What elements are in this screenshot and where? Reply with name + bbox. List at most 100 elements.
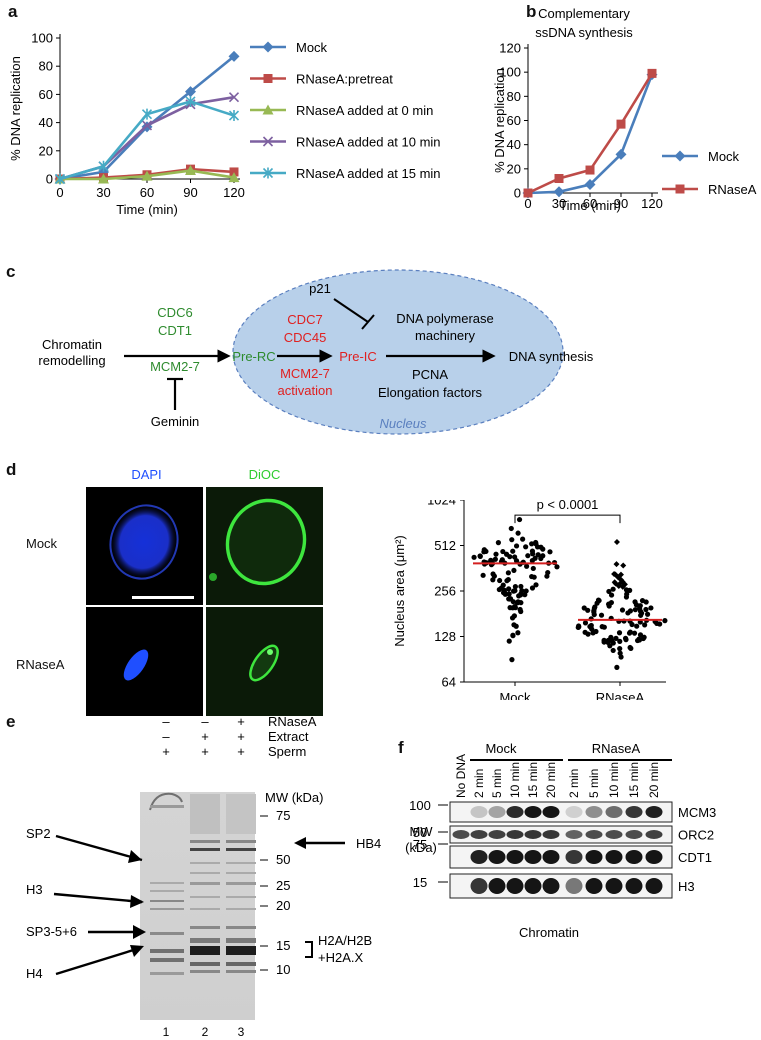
legend-label: Mock: [296, 40, 328, 55]
data-point: [619, 578, 626, 585]
data-point: [610, 586, 616, 592]
micrograph-dapi-mock: [86, 487, 203, 605]
data-point: [617, 646, 623, 652]
panel-label-a: a: [8, 2, 18, 21]
gel-label-h2a-line1: H2A/H2B: [318, 933, 372, 948]
data-point: [610, 647, 616, 654]
lane-label: 5 min: [490, 769, 504, 798]
node-geminin: Geminin: [151, 414, 199, 429]
gel-lane-numbers: 1 2 3: [163, 1025, 245, 1039]
data-point: [591, 611, 597, 618]
y-axis-label: Nucleus area (μm²): [392, 535, 407, 647]
data-point: [530, 565, 536, 572]
blot-band: [542, 806, 560, 818]
series-rnasea-added-at-15-min: RNaseA added at 15 min: [54, 95, 441, 185]
data-point: [615, 583, 622, 590]
data-point: [506, 596, 513, 602]
legend-label: Mock: [708, 149, 740, 164]
data-point: [625, 610, 631, 616]
data-point: [627, 644, 633, 651]
data-point: [553, 186, 565, 198]
data-point: [611, 570, 618, 577]
legend-marker: [675, 184, 685, 194]
node-prerc: Pre-RC: [232, 349, 275, 364]
data-point: [185, 86, 196, 98]
data-point: [522, 592, 528, 598]
chart-b-title: Complementary: [538, 6, 630, 21]
series-line: [527, 72, 654, 195]
data-point: [518, 608, 524, 615]
node-cdc7: CDC7: [287, 312, 322, 327]
mw-marker-label: 15: [276, 938, 290, 953]
blot-mw-label: 75: [413, 837, 427, 852]
chart-b-title: ssDNA synthesis: [535, 25, 633, 40]
x-tick-label: 90: [614, 196, 628, 211]
data-point: [620, 562, 627, 569]
data-point: [544, 573, 550, 579]
data-point: [141, 108, 153, 120]
blot-band: [488, 850, 506, 864]
data-point: [506, 591, 512, 597]
data-point: [616, 630, 623, 636]
gel-header-mark: +: [201, 744, 209, 759]
x-tick-label: 30: [96, 185, 110, 200]
panel-label-d: d: [6, 460, 17, 479]
scale-bar: [132, 596, 194, 599]
gel-label-sp2: SP2: [26, 826, 51, 841]
node-dnapol-line1: DNA polymerase: [396, 311, 494, 326]
data-point: [632, 607, 638, 613]
node-dnapol-line2: machinery: [415, 328, 475, 343]
node-cdc6: CDC6: [157, 305, 192, 320]
micrograph-dioc-mock: [206, 487, 323, 605]
protein-label: MCM3: [678, 805, 716, 820]
data-point: [511, 613, 518, 619]
data-point: [616, 119, 626, 129]
data-point: [608, 592, 615, 598]
mw-marker-label: 50: [276, 852, 290, 867]
data-point: [554, 564, 560, 570]
blot-band: [470, 850, 488, 864]
x-tick-label: 0: [56, 185, 63, 200]
blot-band: [565, 878, 583, 894]
data-point: [535, 552, 541, 558]
mw-marker-label: 25: [276, 878, 290, 893]
y-tick-label: 1024: [427, 500, 456, 508]
data-point: [506, 586, 512, 592]
blot-band: [605, 878, 623, 894]
y-tick-label: 100: [499, 65, 521, 80]
arrow-h3: [53, 892, 143, 904]
x-tick-label: 30: [552, 196, 566, 211]
data-point: [517, 592, 524, 598]
gel-lane-1: [149, 792, 184, 975]
node-p21: p21: [309, 281, 331, 296]
y-axis-label: % DNA replication: [8, 56, 23, 161]
gel-header-label: RNaseA: [268, 714, 317, 729]
data-point: [493, 551, 499, 557]
panel-label-f: f: [398, 738, 404, 757]
x-axis-label: Time (min): [559, 198, 621, 213]
lane-label: 10 min: [508, 762, 522, 798]
data-point: [634, 623, 640, 629]
data-point: [629, 621, 635, 628]
data-point: [637, 632, 644, 638]
blot-mw-label: 50: [413, 825, 427, 840]
blot-mw-label: 15: [413, 875, 427, 890]
p21-inhibit-bar: [361, 314, 375, 330]
data-point: [617, 638, 623, 644]
x-tick-label: 120: [641, 196, 663, 211]
node-chromatin-line2: remodelling: [38, 353, 105, 368]
lane-label: 15 min: [627, 762, 641, 798]
lane-number: 2: [202, 1025, 209, 1039]
data-point: [576, 624, 582, 630]
data-point: [480, 572, 486, 578]
node-chromatin-line1: Chromatin: [42, 337, 102, 352]
blot-band: [506, 830, 524, 839]
data-point: [529, 585, 536, 591]
legend-label: RNaseA: [708, 182, 757, 197]
data-point: [510, 548, 516, 554]
gel-label-h4: H4: [26, 966, 43, 981]
series-rnasea: RNaseA: [523, 68, 757, 198]
data-point: [513, 558, 520, 564]
data-point: [477, 553, 483, 559]
protein-label: ORC2: [678, 828, 714, 843]
